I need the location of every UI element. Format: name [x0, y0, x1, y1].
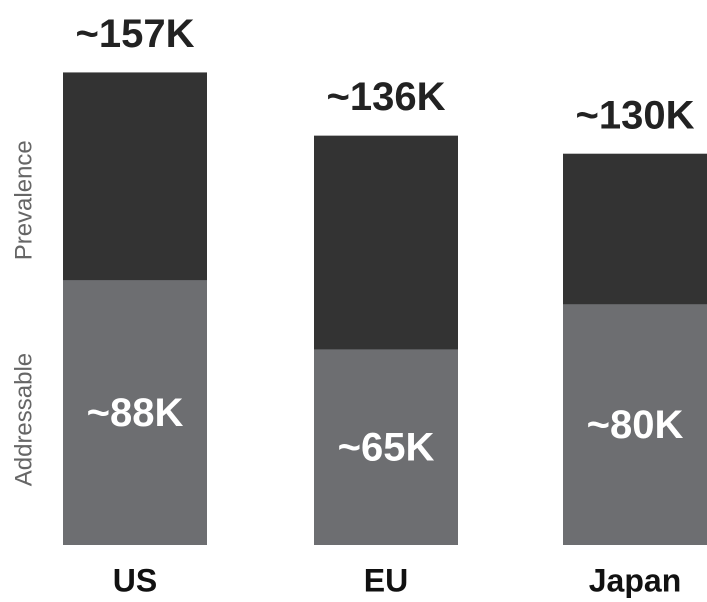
legend-label: Prevalence — [10, 140, 37, 260]
value-label: ~130K — [576, 93, 695, 137]
value-label: ~157K — [76, 12, 195, 56]
value-label: ~136K — [327, 75, 446, 119]
bar — [314, 349, 458, 545]
value-label: ~88K — [87, 391, 184, 435]
x-tick-label: EU — [364, 562, 408, 598]
x-tick-label: US — [113, 562, 157, 598]
x-tick-label: Japan — [589, 562, 681, 598]
bar — [63, 280, 207, 545]
legend-label: Addressable — [10, 353, 37, 486]
value-label: ~80K — [587, 403, 684, 447]
bar — [563, 304, 707, 545]
value-label: ~65K — [338, 426, 435, 470]
